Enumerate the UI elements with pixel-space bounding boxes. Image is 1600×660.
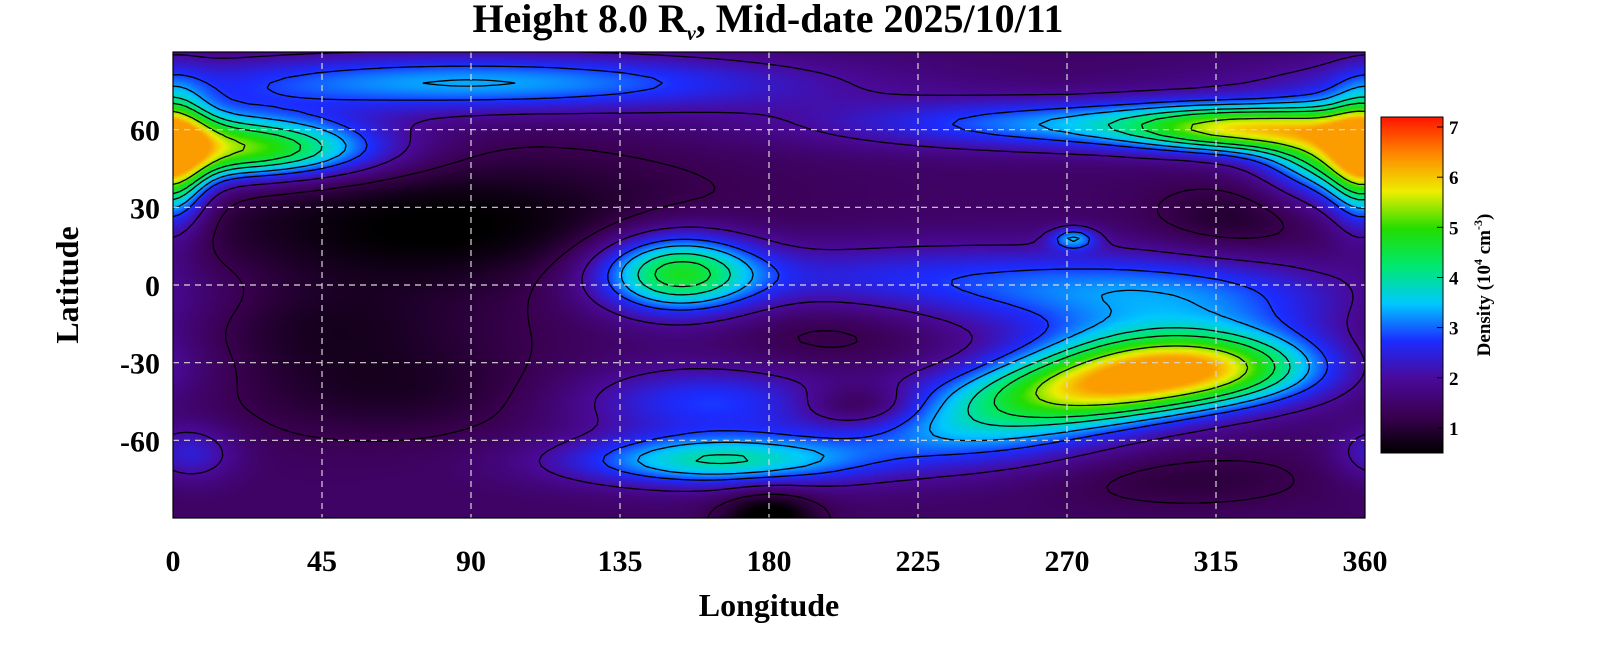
colorbar-tick-label: 1 xyxy=(1449,419,1459,440)
colorbar-label-exponent-1: 4 xyxy=(1471,259,1485,265)
y-tick-label: 30 xyxy=(130,192,160,225)
colorbar-ticks: 1 2 3 4 5 6 7 xyxy=(1437,118,1459,440)
colorbar-tick-label: 7 xyxy=(1449,118,1459,139)
y-axis-label: Latitude xyxy=(49,226,85,343)
colorbar-tick-label: 5 xyxy=(1449,218,1459,239)
x-tick-label: 90 xyxy=(456,545,486,578)
colorbar-tick-label: 3 xyxy=(1449,319,1459,340)
gridlines xyxy=(173,52,1365,518)
colorbar-label-unit: cm xyxy=(1474,230,1495,259)
x-tick-label: 0 xyxy=(166,545,181,578)
y-tick-label: 0 xyxy=(145,270,160,303)
x-tick-label: 180 xyxy=(747,545,792,578)
chart-title-subscript: ν xyxy=(687,23,697,45)
colorbar-tick-label: 6 xyxy=(1449,168,1459,189)
colorbar-gradient xyxy=(1380,116,1444,454)
chart-title-suffix: , Mid-date 2025/10/11 xyxy=(696,0,1064,41)
x-tick-label: 135 xyxy=(598,545,643,578)
x-axis-label: Longitude xyxy=(699,587,839,623)
chart-title: Height 8.0 Rν, Mid-date 2025/10/11 xyxy=(472,0,1063,45)
colorbar-label-base: Density (10 xyxy=(1474,265,1495,356)
contour-level-3 xyxy=(173,79,1365,475)
x-tick-label: 225 xyxy=(896,545,941,578)
contour-level-5 xyxy=(173,102,1365,419)
y-tick-label: -30 xyxy=(120,348,160,381)
contour-level-0 xyxy=(212,146,1295,518)
plot-area xyxy=(172,51,1366,519)
x-tick-label: 45 xyxy=(307,545,337,578)
colorbar-label: Density (104 cm-3) xyxy=(1471,214,1495,357)
colorbar-tick-label: 4 xyxy=(1449,268,1459,289)
y-axis-ticks: 60 30 0 -30 -60 xyxy=(120,115,160,459)
contour-level-6 xyxy=(173,110,1365,407)
plot-frame xyxy=(172,51,1366,519)
colorbar-tick-label: 2 xyxy=(1449,369,1459,390)
y-tick-label: 60 xyxy=(130,115,160,148)
x-tick-label: 315 xyxy=(1194,545,1239,578)
x-tick-label: 360 xyxy=(1343,545,1388,578)
contour-lines xyxy=(173,52,1365,518)
x-axis-ticks: 0 45 90 135 180 225 270 315 360 xyxy=(166,545,1388,578)
chart-title-prefix: Height 8.0 R xyxy=(472,0,688,41)
x-tick-label: 270 xyxy=(1045,545,1090,578)
contour-level-4 xyxy=(173,96,1365,465)
colorbar-label-exponent-2: -3 xyxy=(1471,220,1485,230)
y-tick-label: -60 xyxy=(120,425,160,458)
colorbar-label-end: ) xyxy=(1474,214,1495,220)
